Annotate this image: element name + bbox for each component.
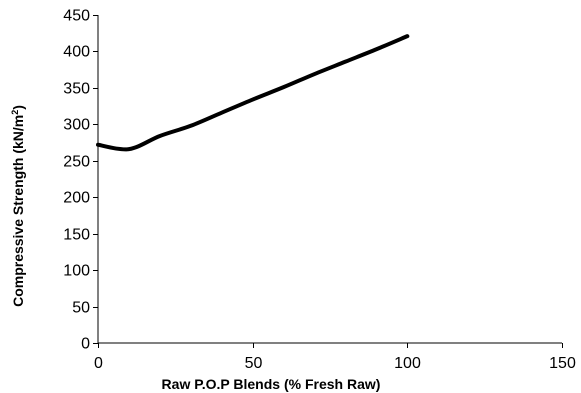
y-tick-label: 450: [63, 8, 90, 25]
y-tick-label: 50: [72, 300, 90, 317]
series-layer: [96, 34, 410, 152]
x-tick-label: 50: [245, 355, 263, 372]
x-tick-label: 100: [394, 355, 421, 372]
x-axis: 0 50 100 150: [94, 342, 576, 372]
x-axis-title: Raw P.O.P Blends (% Fresh Raw): [162, 376, 381, 392]
y-tick-label: 0: [81, 336, 90, 353]
y-tick-label: 250: [63, 154, 90, 171]
y-tick-label: 350: [63, 81, 90, 98]
y-tick-label: 400: [63, 44, 90, 61]
x-tick-label: 150: [549, 355, 576, 372]
y-tick-label: 150: [63, 227, 90, 244]
series-line: [96, 34, 410, 152]
y-axis-title: Compressive Strength (kN/m2): [10, 105, 26, 307]
y-tick-label: 200: [63, 190, 90, 207]
x-tick-label: 0: [94, 355, 103, 372]
y-tick-label: 100: [63, 263, 90, 280]
y-axis: 0 50 100 150 200 250 300 350 400 450: [63, 8, 99, 353]
y-axis-title-main: Compressive Strength (kN/m: [10, 115, 26, 307]
y-axis-title-superscript: 2: [10, 110, 20, 115]
y-tick-label: 300: [63, 117, 90, 134]
y-axis-title-suffix: ): [10, 105, 26, 110]
